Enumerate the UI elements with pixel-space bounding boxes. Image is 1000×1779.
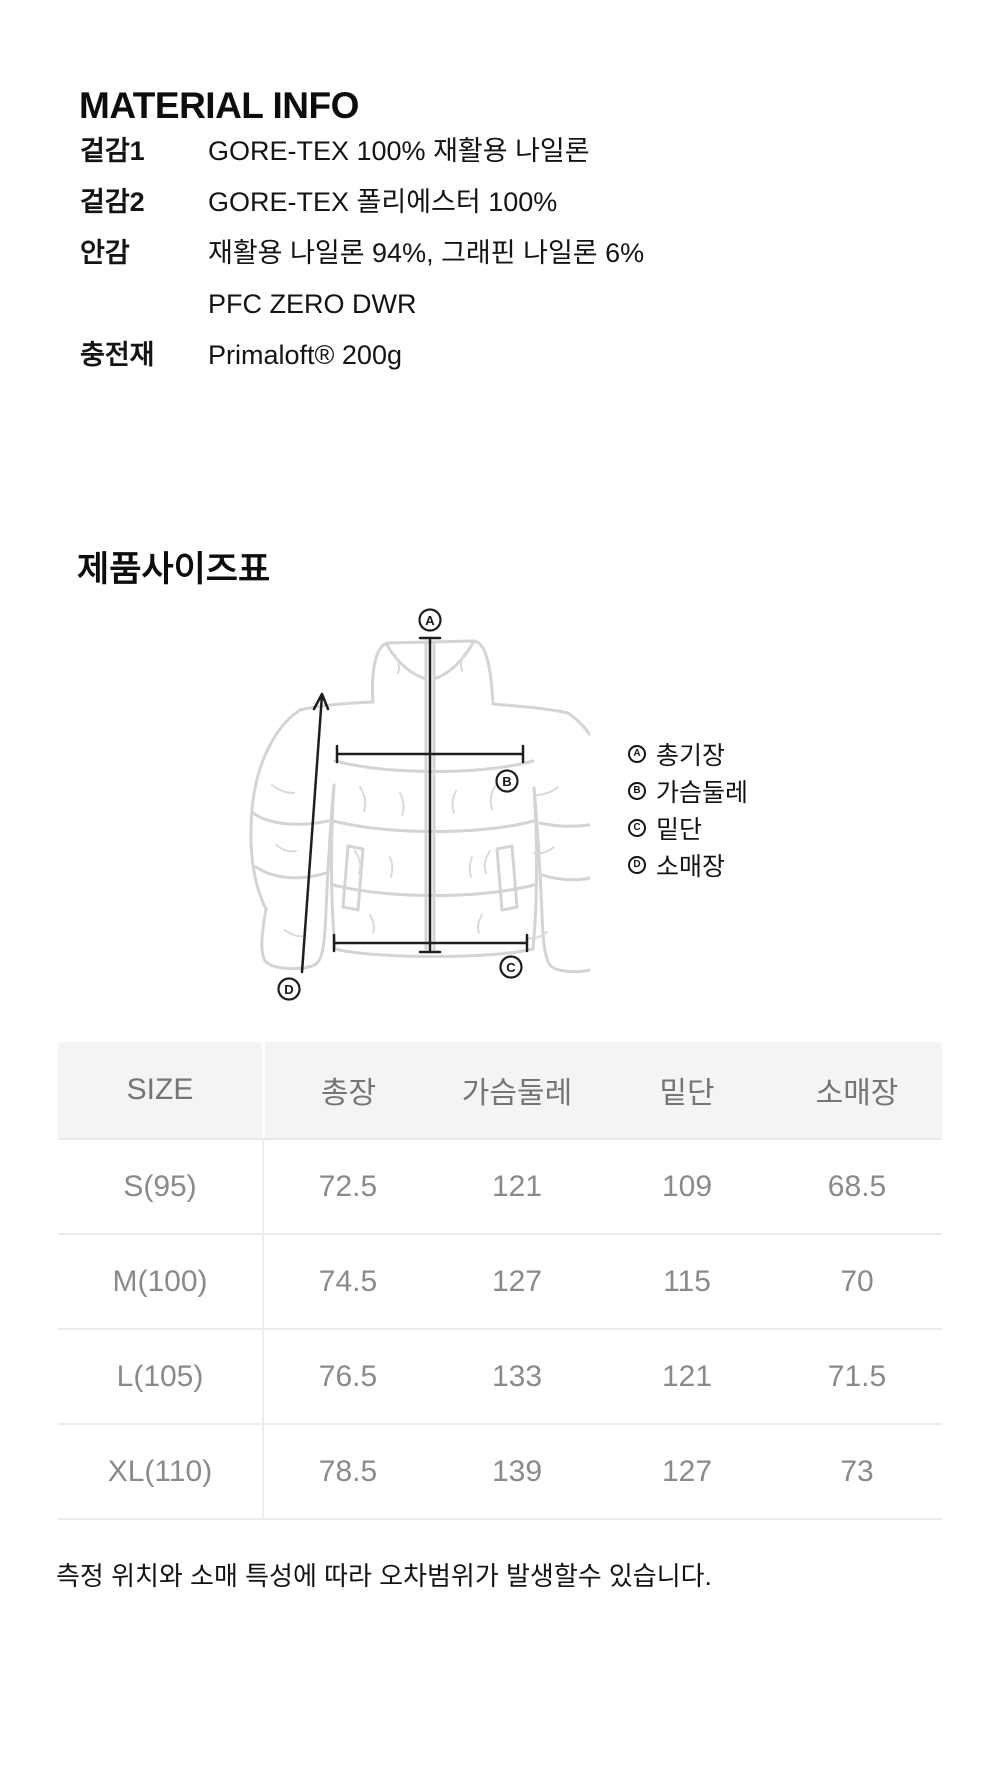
circled-b-icon: B xyxy=(628,781,646,800)
material-label: 겉감2 xyxy=(80,187,145,217)
marker-a-circle xyxy=(418,608,442,632)
measurement-lines xyxy=(300,636,529,974)
header-cell-hem: 밑단 xyxy=(659,1077,715,1110)
value-cell: 78.5 xyxy=(262,1425,432,1518)
value-cell: 127 xyxy=(661,1454,713,1488)
material-label: 충전재 xyxy=(80,340,155,370)
material-label xyxy=(80,279,208,330)
material-value: GORE-TEX 100% 재활용 나일론 xyxy=(208,136,590,166)
jacket-measurement-diagram: A B C D xyxy=(190,555,619,1015)
table-row-xl: XL(110) 78.5 139 127 73 xyxy=(58,1425,942,1520)
puffer-jacket-illustration: A B C D xyxy=(249,608,619,1001)
material-row: 겉감1 GORE-TEX 100% 재활용 나일론 xyxy=(80,126,644,177)
header-cell-chest: 가슴둘레 xyxy=(461,1077,573,1110)
material-value: GORE-TEX 폴리에스터 100% xyxy=(208,187,558,217)
value-cell: 121 xyxy=(661,1359,713,1393)
circled-d-icon: D xyxy=(628,855,646,874)
jacket-outline xyxy=(249,639,619,974)
material-info-title: MATERIAL INFO xyxy=(79,84,359,126)
value-cell: 71.5 xyxy=(827,1359,887,1393)
marker-b-circle xyxy=(495,769,519,793)
table-row-s: S(95) 72.5 121 109 68.5 xyxy=(58,1140,942,1235)
value-cell: 109 xyxy=(661,1169,713,1203)
size-table-header: SIZE 총장 가슴둘레 밑단 소매장 xyxy=(58,1042,942,1140)
material-row: 충전재 Primaloft® 200g xyxy=(80,330,644,381)
value-cell: 70 xyxy=(840,1264,874,1298)
size-section-title: 제품사이즈표 xyxy=(77,550,271,590)
legend-item-hem: C 밑단 xyxy=(628,809,748,846)
value-cell: 139 xyxy=(491,1454,543,1488)
material-row: PFC ZERO DWR xyxy=(80,279,644,330)
table-row-l: L(105) 76.5 133 121 71.5 xyxy=(58,1330,942,1425)
chest-line xyxy=(335,744,525,764)
size-cell: L(105) xyxy=(116,1359,204,1393)
measurement-legend: A 총기장 B 가슴둘레 C 밑단 D 소매장 xyxy=(628,735,748,883)
marker-d-circle xyxy=(277,977,301,1001)
material-value: PFC ZERO DWR xyxy=(208,289,417,319)
diagram-markers: A B C D xyxy=(277,608,523,1001)
table-row-m: M(100) 74.5 127 115 70 xyxy=(58,1235,942,1330)
legend-item-length: A 총기장 xyxy=(628,735,748,772)
marker-b-letter: B xyxy=(502,774,511,789)
size-cell: M(100) xyxy=(112,1264,208,1298)
size-table: SIZE 총장 가슴둘레 밑단 소매장 S(95) 72.5 121 109 6… xyxy=(58,1042,942,1520)
legend-item-sleeve: D 소매장 xyxy=(628,846,748,883)
material-value: Primaloft® 200g xyxy=(208,340,402,370)
value-cell: 74.5 xyxy=(262,1235,432,1328)
value-cell: 121 xyxy=(491,1169,543,1203)
material-row: 안감 재활용 나일론 94%, 그래핀 나일론 6% xyxy=(80,228,644,279)
value-cell: 72.5 xyxy=(262,1140,432,1233)
header-cell-size: SIZE xyxy=(126,1073,194,1106)
marker-d-letter: D xyxy=(284,982,293,997)
material-label: 안감 xyxy=(80,238,130,268)
material-value: 재활용 나일론 94%, 그래핀 나일론 6% xyxy=(208,238,645,268)
marker-c-circle xyxy=(499,955,523,979)
value-cell: 115 xyxy=(663,1264,711,1298)
size-disclaimer-note: 측정 위치와 소매 특성에 따라 오차범위가 발생할수 있습니다. xyxy=(56,1561,712,1591)
hem-line xyxy=(332,933,529,953)
jacket-texture-strokes xyxy=(271,652,559,940)
marker-c-letter: C xyxy=(506,960,516,975)
value-cell: 76.5 xyxy=(262,1330,432,1423)
value-cell: 68.5 xyxy=(827,1169,887,1203)
header-cell-sleeve: 소매장 xyxy=(815,1077,899,1110)
circled-c-icon: C xyxy=(628,818,646,837)
legend-item-chest: B 가슴둘레 xyxy=(628,772,748,809)
value-cell: 127 xyxy=(491,1264,543,1298)
material-label: 겉감1 xyxy=(80,136,145,166)
circled-a-icon: A xyxy=(628,744,646,763)
header-cell-length: 총장 xyxy=(262,1042,432,1138)
value-cell: 73 xyxy=(840,1454,874,1488)
value-cell: 133 xyxy=(491,1359,543,1393)
material-row: 겉감2 GORE-TEX 폴리에스터 100% xyxy=(80,177,644,228)
size-cell: XL(110) xyxy=(107,1454,213,1488)
size-cell: S(95) xyxy=(123,1169,197,1203)
material-info-list: 겉감1 GORE-TEX 100% 재활용 나일론 겉감2 GORE-TEX 폴… xyxy=(80,126,644,381)
sleeve-line xyxy=(300,692,330,974)
marker-a-letter: A xyxy=(425,613,435,628)
